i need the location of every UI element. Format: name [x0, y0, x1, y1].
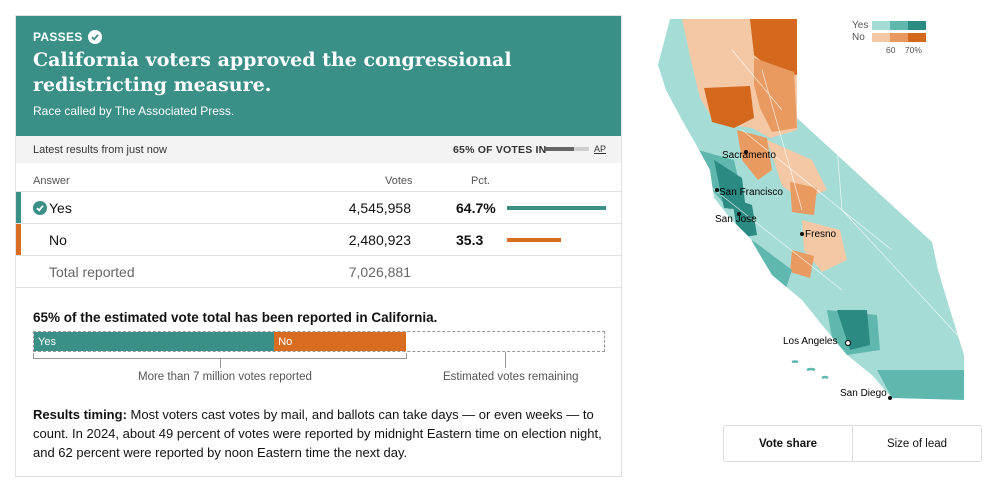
check-icon: [87, 30, 102, 44]
channel-islands: [791, 360, 829, 380]
table-row-no: No 2,480,923 35.3: [16, 223, 621, 256]
loser-marker: [16, 224, 21, 256]
legend-tick-high: 70%: [904, 45, 922, 55]
answer-pct: 35.3: [456, 232, 484, 248]
answer-name: Yes: [49, 200, 72, 216]
votes-header: Votes: [385, 175, 413, 187]
map-mode-toggle: Vote share Size of lead: [723, 425, 982, 462]
city-marker: [744, 150, 748, 154]
pct-bar-no: [507, 238, 561, 242]
estimate-title: 65% of the estimated vote total has been…: [33, 310, 438, 325]
legend-swatch: [872, 21, 890, 30]
city-marker: [844, 339, 852, 347]
legend-ticks: 60 70%: [886, 45, 926, 55]
city-label: Fresno: [805, 229, 837, 240]
legend-tick-low: 60: [886, 45, 896, 55]
result-banner: PASSES California voters approved the co…: [16, 16, 621, 136]
status-label: PASSES: [33, 30, 604, 44]
total-votes: 7,026,881: [348, 264, 411, 280]
remaining-label: Estimated votes remaining: [443, 371, 579, 383]
legend-swatch: [908, 21, 926, 30]
pct-bar-yes: [507, 206, 606, 210]
estimate-yes-segment: Yes: [34, 332, 275, 351]
reported-label: More than 7 million votes reported: [138, 371, 312, 383]
answer-pct: 64.7%: [456, 200, 496, 216]
latest-results-bar: Latest results from just now 65% OF VOTE…: [16, 136, 621, 163]
votes-in-meter: [545, 147, 589, 151]
race-called-note: Race called by The Associated Press.: [33, 104, 235, 118]
city-label: Sacramento: [722, 150, 776, 161]
answer-votes: 2,480,923: [348, 232, 411, 248]
leader-marker: [16, 192, 21, 224]
headline: California voters approved the congressi…: [33, 49, 512, 96]
answer-header: Answer: [33, 175, 70, 187]
california-county-map[interactable]: Sacramento San Francisco San Jose Fresno…: [642, 10, 992, 420]
answer-votes: 4,545,958: [348, 200, 411, 216]
results-card: PASSES California voters approved the co…: [15, 15, 622, 477]
legend-no-row: No: [852, 32, 926, 43]
reported-bracket: [33, 353, 407, 359]
legend-swatch: [890, 33, 908, 42]
size-of-lead-tab[interactable]: Size of lead: [886, 437, 948, 450]
results-timing: Results timing: Most voters cast votes b…: [33, 405, 605, 462]
total-label: Total reported: [49, 264, 135, 280]
timing-text: Most voters cast votes by mail, and ball…: [33, 407, 602, 460]
answer-name: No: [49, 232, 67, 248]
remaining-tick: [505, 352, 506, 368]
city-marker: [737, 212, 741, 216]
city-marker: [888, 396, 892, 400]
map-legend: Yes No 60 70%: [852, 20, 926, 55]
legend-swatch: [890, 21, 908, 30]
legend-yes-row: Yes: [852, 20, 926, 31]
winner-check-icon: [33, 201, 47, 215]
timing-label: Results timing:: [33, 407, 127, 422]
city-label: San Diego: [840, 388, 887, 399]
ap-source-link[interactable]: AP: [594, 144, 607, 154]
city-label: Los Angeles: [783, 336, 838, 347]
legend-swatch: [872, 33, 890, 42]
vote-share-tab[interactable]: Vote share: [724, 426, 853, 461]
city-label: San Francisco: [719, 187, 783, 198]
legend-no-label: No: [852, 32, 865, 43]
city-label: San Jose: [715, 214, 757, 225]
legend-swatch: [908, 33, 926, 42]
votes-in-label: 65% OF VOTES IN: [453, 144, 547, 156]
pct-header: Pct.: [471, 175, 490, 187]
table-row-yes: Yes 4,545,958 64.7%: [16, 191, 621, 224]
status-text: PASSES: [33, 30, 83, 44]
estimate-bar: Yes No: [33, 331, 605, 352]
city-marker: [715, 188, 719, 192]
votes-in-fill: [545, 147, 574, 151]
reported-tick: [220, 359, 221, 368]
last-updated: Latest results from just now: [33, 144, 167, 156]
city-marker: [800, 232, 804, 236]
legend-yes-label: Yes: [852, 20, 869, 31]
table-row-total: Total reported 7,026,881: [16, 255, 621, 288]
estimate-no-segment: No: [274, 332, 406, 351]
